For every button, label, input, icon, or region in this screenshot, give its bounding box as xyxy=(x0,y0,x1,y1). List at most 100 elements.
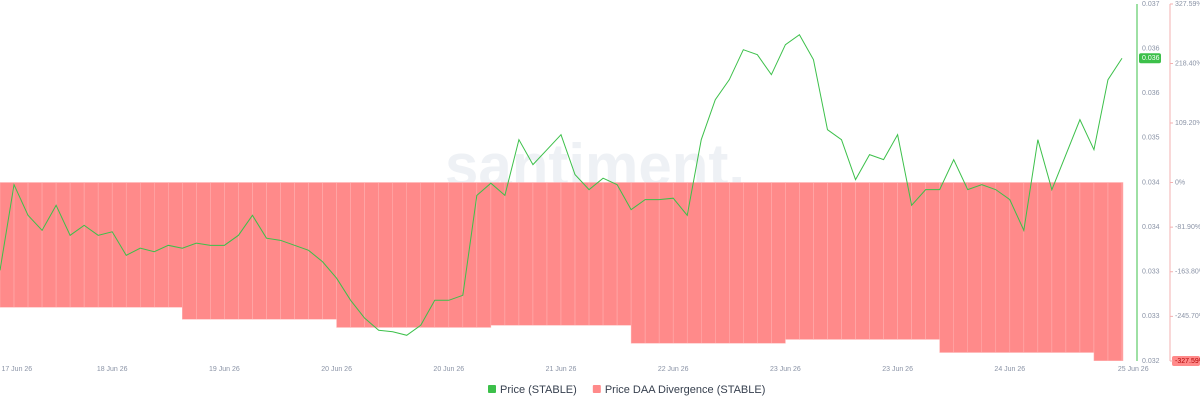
bar xyxy=(743,182,758,344)
bar xyxy=(1037,182,1053,353)
y-tick-label: 0.035 xyxy=(1142,135,1160,142)
bar xyxy=(995,182,1011,353)
y2-tick-label: 0% xyxy=(1175,179,1185,186)
y2-tick-label: -327.59% xyxy=(1175,358,1200,365)
legend-swatch xyxy=(488,385,496,393)
bar xyxy=(911,182,926,340)
x-tick-label: 17 Jun 26 xyxy=(1,366,32,373)
legend-swatch xyxy=(592,385,601,393)
bar xyxy=(981,182,997,353)
bar xyxy=(518,182,534,326)
x-tick-label: 19 Jun 26 xyxy=(209,366,240,373)
bar xyxy=(336,182,351,328)
y-tick-label: 0.032 xyxy=(1142,358,1160,365)
bar xyxy=(420,182,436,328)
bar xyxy=(462,182,478,328)
bar xyxy=(182,182,197,320)
bar xyxy=(967,182,982,353)
x-tick-label: 18 Jun 26 xyxy=(97,366,128,373)
y-tick-label: 0.036 xyxy=(1142,90,1160,97)
bar xyxy=(827,182,842,340)
bar xyxy=(27,182,43,308)
bar xyxy=(1065,182,1081,353)
bar xyxy=(196,182,211,320)
bar xyxy=(1121,182,1124,361)
bar xyxy=(504,182,520,326)
price-label: 0.036 xyxy=(1142,55,1160,62)
legend-label[interactable]: Price (STABLE) xyxy=(500,384,577,396)
bar xyxy=(378,182,393,328)
bar xyxy=(252,182,267,320)
bar xyxy=(364,182,379,328)
bar xyxy=(55,182,71,308)
bar xyxy=(308,182,323,320)
bar xyxy=(729,182,744,344)
bar xyxy=(266,182,281,320)
bar xyxy=(154,182,169,308)
bar xyxy=(588,182,604,326)
y2-tick-highlight xyxy=(1172,356,1200,366)
y-tick-label: 0.033 xyxy=(1142,269,1160,276)
x-tick-label: 20 Jun 26 xyxy=(433,366,464,373)
bar xyxy=(616,182,632,326)
y2-tick-label: -81.90% xyxy=(1175,224,1200,231)
bar xyxy=(925,182,940,340)
bar xyxy=(41,182,57,308)
x-tick-label: 23 Jun 26 xyxy=(882,366,913,373)
bar xyxy=(532,182,548,326)
bar xyxy=(574,182,590,326)
bar xyxy=(406,182,422,328)
bar xyxy=(83,182,99,308)
bar xyxy=(785,182,800,340)
bar xyxy=(238,182,253,320)
bar xyxy=(560,182,576,326)
y2-tick-label: 327.59% xyxy=(1175,1,1200,8)
bar xyxy=(448,182,464,328)
bar xyxy=(953,182,968,353)
bar xyxy=(13,182,29,308)
y-tick-label: 0.034 xyxy=(1142,179,1160,186)
bar xyxy=(168,182,183,308)
bar xyxy=(434,182,450,328)
bar xyxy=(658,182,674,344)
y2-tick-label: -245.70% xyxy=(1175,313,1200,320)
bar xyxy=(140,182,155,308)
bar xyxy=(630,182,646,344)
x-tick-label: 25 Jun 26 xyxy=(1118,366,1149,373)
x-tick-label: 24 Jun 26 xyxy=(994,366,1025,373)
legend: Price (STABLE) Price DAA Divergence (STAB… xyxy=(488,384,765,396)
y-tick-label: 0.036 xyxy=(1142,45,1160,52)
bar xyxy=(701,182,716,344)
bar xyxy=(841,182,856,340)
bar xyxy=(1093,182,1109,361)
bar xyxy=(771,182,786,344)
legend-label[interactable]: Price DAA Divergence (STABLE) xyxy=(605,384,766,396)
bar xyxy=(1051,182,1067,353)
bar xyxy=(97,182,113,308)
bar xyxy=(1079,182,1095,353)
x-tick-label: 20 Jun 26 xyxy=(321,366,352,373)
bar xyxy=(280,182,295,320)
y-tick-label: 0.037 xyxy=(1142,1,1160,8)
bar xyxy=(322,182,337,320)
bar xyxy=(392,182,407,328)
bar xyxy=(813,182,828,340)
bar xyxy=(1009,182,1025,353)
bar xyxy=(757,182,772,344)
y2-tick-label: -163.80% xyxy=(1175,269,1200,276)
bar xyxy=(602,182,618,326)
bar xyxy=(224,182,239,320)
y-tick-label: 0.033 xyxy=(1142,313,1160,320)
x-tick-label: 22 Jun 26 xyxy=(658,366,689,373)
bar xyxy=(294,182,309,320)
price-label-box xyxy=(1139,53,1161,64)
bar xyxy=(350,182,365,328)
bar xyxy=(715,182,730,344)
bar xyxy=(939,182,954,353)
bar xyxy=(799,182,814,340)
bar xyxy=(546,182,562,326)
bar xyxy=(1023,182,1039,353)
bar xyxy=(897,182,912,340)
bar xyxy=(476,182,492,328)
bar xyxy=(855,182,870,340)
